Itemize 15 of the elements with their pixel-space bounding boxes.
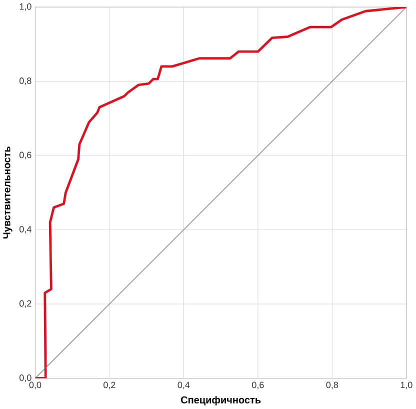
x-tick-label: 1,0 xyxy=(400,382,412,390)
x-tick-label: 0,0 xyxy=(29,382,42,390)
x-tick-label: 0,6 xyxy=(252,382,264,390)
y-tick-label: 0,2 xyxy=(20,300,32,308)
y-tick-label: 1,0 xyxy=(20,3,32,11)
x-tick-label: 0,4 xyxy=(178,382,190,390)
y-tick-label: 0,6 xyxy=(20,152,32,160)
y-tick-label: 0,8 xyxy=(20,78,32,86)
y-tick-label: 0,0 xyxy=(20,374,32,382)
line-series xyxy=(35,7,406,378)
x-axis-title: Специфичность xyxy=(180,396,261,406)
y-axis-title: Чувствительность xyxy=(3,146,12,239)
y-tick-label: 0,4 xyxy=(20,226,32,234)
x-tick-label: 0,2 xyxy=(104,382,116,390)
x-tick-label: 0,8 xyxy=(326,382,338,390)
